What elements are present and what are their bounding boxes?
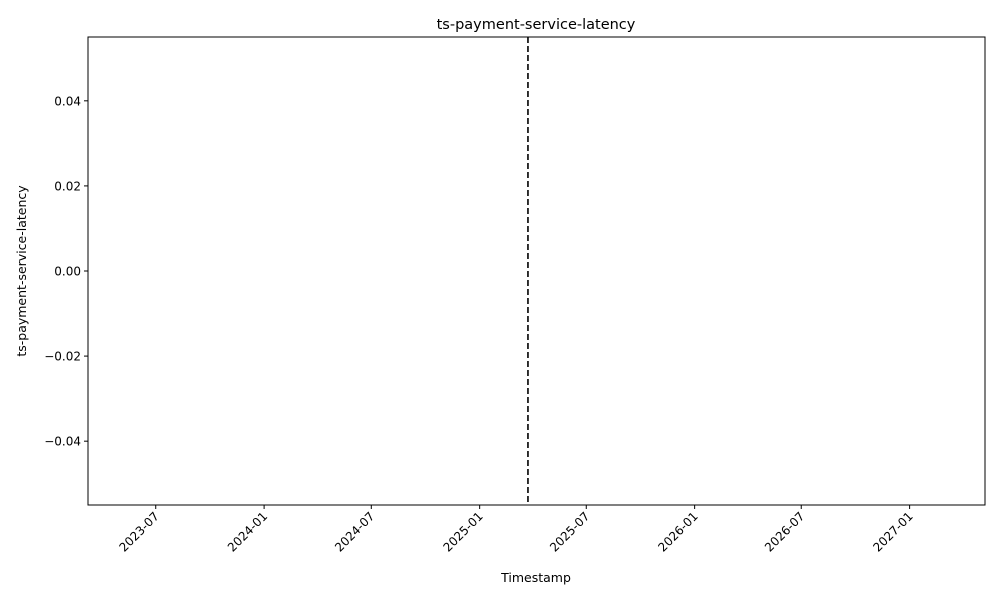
y-tick-label: 0.04	[54, 94, 81, 108]
chart-title: ts-payment-service-latency	[437, 17, 636, 33]
x-axis-label: Timestamp	[500, 570, 571, 585]
y-tick-label: 0.00	[54, 265, 81, 279]
y-tick-label: −0.04	[44, 435, 81, 449]
y-tick-label: −0.02	[44, 350, 81, 364]
y-axis-label: ts-payment-service-latency	[14, 185, 29, 357]
y-tick-label: 0.02	[54, 179, 81, 193]
